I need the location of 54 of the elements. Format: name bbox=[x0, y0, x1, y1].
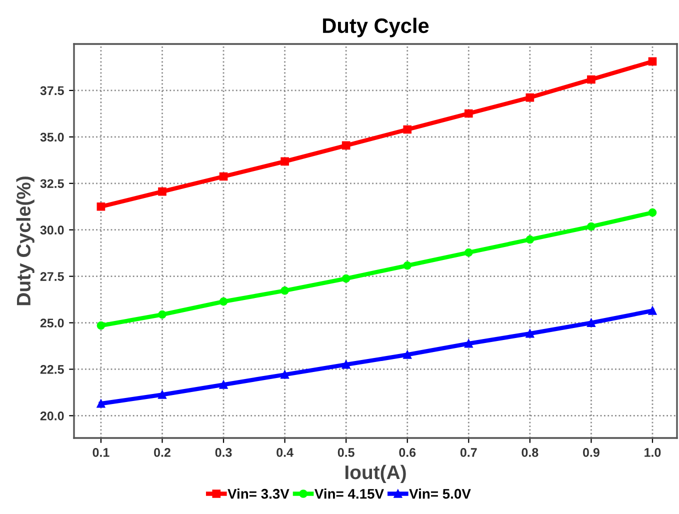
x-tick-label: 0.4 bbox=[276, 448, 294, 457]
point bbox=[648, 57, 657, 66]
point bbox=[403, 350, 412, 359]
point bbox=[403, 125, 412, 134]
point bbox=[280, 286, 289, 295]
point bbox=[342, 141, 350, 150]
point bbox=[464, 248, 473, 257]
y-tick-label: 25.0 bbox=[40, 318, 64, 328]
point bbox=[587, 75, 596, 84]
y-tick-label: 30.0 bbox=[40, 226, 64, 235]
point bbox=[158, 187, 166, 196]
point bbox=[526, 329, 534, 338]
point bbox=[219, 380, 228, 389]
y-tick-label: 27.5 bbox=[40, 272, 64, 281]
x-tick-label: 0.8 bbox=[522, 448, 538, 457]
point bbox=[648, 208, 657, 217]
x-axis-title: Iout(A) bbox=[345, 464, 406, 484]
y-axis-title: Duty Cycle(%) bbox=[16, 176, 34, 306]
point bbox=[587, 222, 596, 231]
x-tick-label: 0.6 bbox=[399, 448, 416, 457]
point bbox=[342, 274, 350, 283]
x-tick-label: 0.3 bbox=[215, 448, 232, 457]
y-tick-label: 20.0 bbox=[40, 412, 64, 420]
point bbox=[464, 109, 473, 118]
point bbox=[280, 157, 289, 166]
point bbox=[96, 321, 106, 330]
point bbox=[403, 261, 412, 270]
point bbox=[464, 339, 473, 348]
y-tick-label: 35.0 bbox=[40, 132, 64, 142]
legend-label: Vin= 4.15V bbox=[314, 488, 384, 499]
y-tick-label: 32.5 bbox=[40, 179, 64, 188]
point bbox=[219, 297, 228, 306]
point bbox=[96, 202, 106, 211]
legend-label: Vin= 5.0V bbox=[409, 488, 471, 499]
x-tick-label: 0.9 bbox=[583, 448, 600, 457]
point bbox=[526, 235, 534, 244]
point bbox=[280, 370, 289, 379]
point bbox=[526, 93, 534, 102]
x-tick-label: 0.2 bbox=[154, 448, 170, 457]
point bbox=[158, 390, 166, 399]
x-tick-label: 0.5 bbox=[338, 448, 354, 457]
legend-label: Vin= 3.3V bbox=[228, 488, 290, 499]
point bbox=[158, 310, 166, 319]
y-tick-label: 37.5 bbox=[40, 86, 64, 96]
y-tick-label: 22.5 bbox=[40, 365, 64, 374]
point bbox=[219, 172, 228, 181]
point bbox=[648, 306, 657, 315]
point bbox=[342, 360, 350, 369]
x-tick-label: 0.7 bbox=[460, 448, 477, 457]
x-tick-label: 0.1 bbox=[92, 448, 110, 457]
chart-title: Duty Cycle bbox=[323, 18, 429, 38]
point bbox=[587, 318, 596, 327]
point bbox=[96, 399, 106, 408]
x-tick-label: 1.0 bbox=[644, 448, 661, 457]
